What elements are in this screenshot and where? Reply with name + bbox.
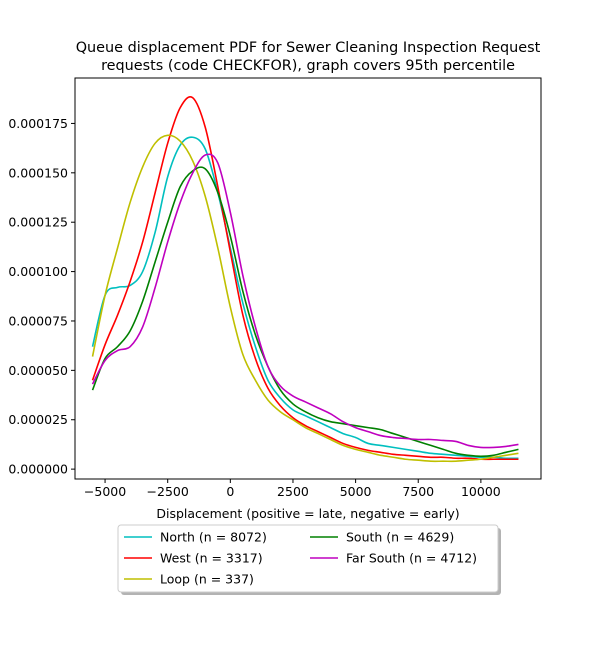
- chart-title: Queue displacement PDF for Sewer Cleanin…: [76, 40, 541, 74]
- y-tick-label: 0.000075: [8, 313, 68, 328]
- y-tick-label: 0.000150: [8, 165, 68, 180]
- x-axis-label: Displacement (positive = late, negative …: [156, 506, 459, 521]
- legend: North (n = 8072) West (n = 3317) Loop (n =…: [117, 524, 501, 595]
- x-tick-label: 2500: [277, 484, 309, 499]
- chart-title-line-1: Queue displacement PDF for Sewer Cleanin…: [76, 40, 541, 56]
- y-tick-label: 0.000050: [8, 363, 68, 378]
- x-tick-label: 10000: [461, 484, 501, 499]
- chart-title-line-2: requests (code CHECKFOR), graph covers 9…: [101, 58, 515, 74]
- series-line-3: [91, 134, 519, 463]
- x-tick-label: 7500: [402, 484, 434, 499]
- x-tick-label: 0: [226, 484, 234, 499]
- x-axis: −5000 −2500 0 2500 5000 7500 10000: [84, 479, 501, 499]
- y-tick-label: 0.000000: [8, 462, 68, 477]
- series-line-2: [91, 96, 519, 461]
- plot-frame: [74, 77, 542, 480]
- y-tick-label: 0.000100: [8, 264, 68, 279]
- x-tick-label: −5000: [84, 484, 126, 499]
- x-tick-label: −2500: [147, 484, 189, 499]
- y-tick-label: 0.000175: [8, 116, 68, 131]
- y-tick-label: 0.000125: [8, 215, 68, 230]
- legend-label-2: West (n = 3317): [160, 551, 263, 566]
- series-line-1: [91, 136, 519, 460]
- plot-lines: [91, 96, 519, 463]
- y-tick-label: 0.000025: [8, 412, 68, 427]
- y-axis: 0.000000 0.000025 0.000050 0.000075 0.000100…: [8, 116, 75, 477]
- legend-box: [117, 524, 499, 593]
- legend-label-4: South (n = 4629): [346, 530, 454, 545]
- x-tick-label: 5000: [340, 484, 372, 499]
- series-line-4: [91, 166, 519, 458]
- series-line-5: [91, 153, 519, 449]
- legend-label-1: North (n = 8072): [160, 530, 267, 545]
- legend-label-3: Loop (n = 337): [160, 572, 254, 587]
- legend-label-5: Far South (n = 4712): [346, 551, 477, 566]
